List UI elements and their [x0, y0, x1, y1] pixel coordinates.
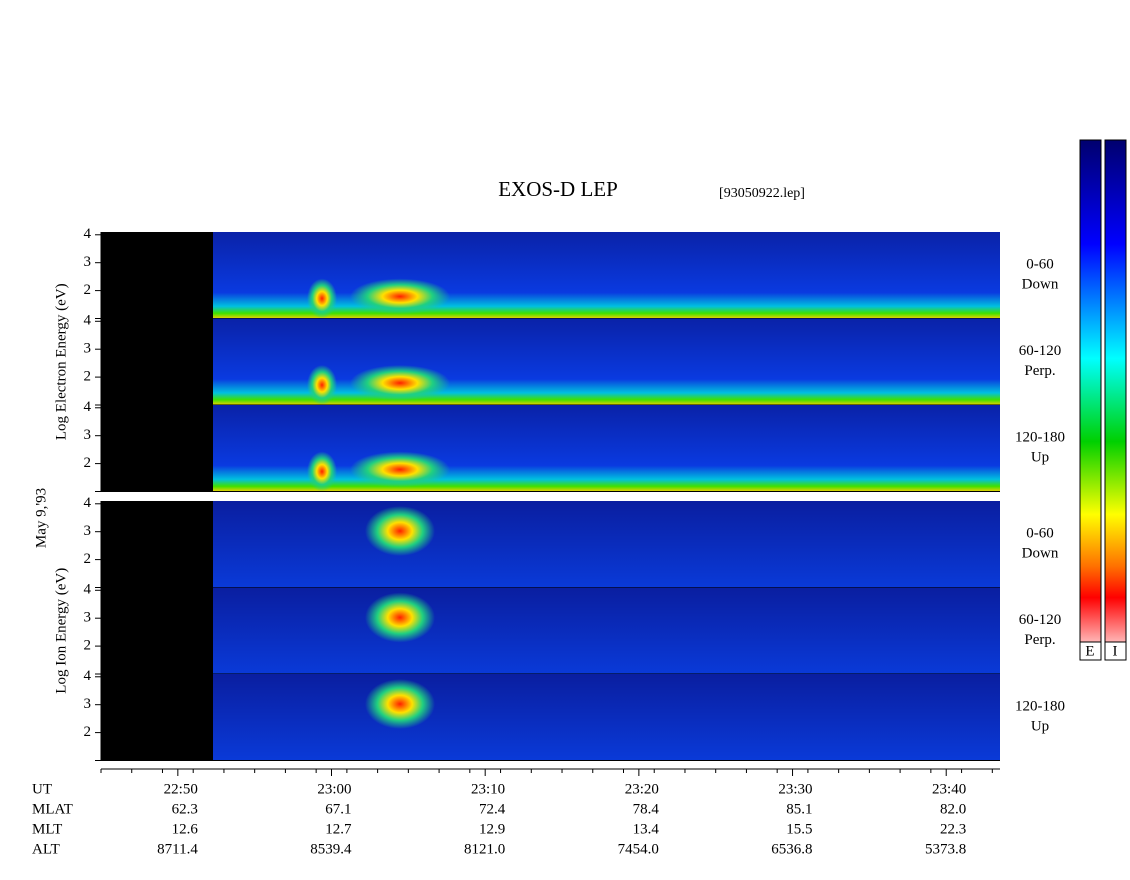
- panel-direction: Perp.: [1024, 632, 1055, 648]
- row-value: 12.7: [325, 821, 352, 837]
- y-tick-label: 2: [84, 282, 92, 298]
- row-value: 8539.4: [310, 841, 352, 857]
- y-tick-label: 4: [84, 399, 92, 415]
- spectrogram: [213, 587, 1000, 674]
- data-gap: [101, 318, 213, 405]
- x-tick-label: 22:50: [164, 781, 198, 797]
- y-tick-label: 2: [84, 724, 92, 740]
- spectrogram-feature: [350, 278, 450, 315]
- y-tick-label: 3: [84, 427, 92, 443]
- row-value: 13.4: [633, 821, 660, 837]
- spectrogram-feature: [307, 365, 337, 405]
- x-tick-label: 23:40: [932, 781, 966, 797]
- y-tick-label: 2: [84, 551, 92, 567]
- row-value: 5373.8: [925, 841, 966, 857]
- x-tick-label: 23:30: [778, 781, 812, 797]
- color-bar-box: [1079, 641, 1102, 661]
- spectrogram: [213, 405, 1000, 492]
- row-value: 12.6: [172, 821, 199, 837]
- panel-range: 0-60: [1026, 257, 1054, 273]
- panel-direction: Down: [1022, 277, 1059, 293]
- y-tick-label: 3: [84, 610, 92, 626]
- row-value: 22.3: [940, 821, 966, 837]
- y-axis-label: Log Ion Energy (eV): [53, 568, 69, 694]
- y-tick-label: 4: [84, 582, 92, 598]
- spectrogram-feature: [365, 679, 435, 729]
- spectrogram-feature: [307, 278, 337, 319]
- color-bar-box: [1104, 641, 1127, 661]
- row-label: MLT: [32, 821, 62, 837]
- y-tick-label: 2: [84, 369, 92, 385]
- panel-direction: Up: [1031, 450, 1049, 466]
- row-label: ALT: [32, 841, 60, 857]
- row-value: 6536.8: [771, 841, 812, 857]
- y-tick-label: 3: [84, 254, 92, 270]
- row-value: 85.1: [786, 801, 812, 817]
- row-label: UT: [32, 781, 52, 797]
- data-gap: [101, 232, 213, 319]
- spectrogram: [213, 674, 1000, 761]
- panel-direction: Perp.: [1024, 363, 1055, 379]
- y-tick-label: 4: [84, 226, 92, 242]
- row-value: 67.1: [325, 801, 351, 817]
- data-gap: [101, 405, 213, 492]
- panel-range: 60-120: [1019, 612, 1062, 628]
- date-label: May 9,'93: [33, 488, 49, 548]
- y-axis-label: Log Electron Energy (eV): [53, 283, 69, 440]
- row-value: 8121.0: [464, 841, 505, 857]
- spectrogram-feature: [350, 451, 450, 488]
- y-tick-label: 3: [84, 696, 92, 712]
- x-tick-label: 23:10: [471, 781, 505, 797]
- row-value: 15.5: [786, 821, 812, 837]
- y-tick-label: 3: [84, 341, 92, 357]
- spectrogram: [213, 318, 1000, 405]
- color-bar-label: E: [1085, 643, 1094, 659]
- data-gap: [101, 501, 213, 588]
- spectrogram-feature: [365, 592, 435, 643]
- spectrogram: [213, 232, 1000, 319]
- data-gap: [101, 674, 213, 761]
- color-bar: [1079, 139, 1102, 661]
- spectrogram-feature: [365, 506, 435, 556]
- data-gap: [101, 587, 213, 674]
- y-tick-label: 4: [84, 495, 92, 511]
- row-label: MLAT: [32, 801, 73, 817]
- x-tick-label: 23:20: [625, 781, 659, 797]
- panel-direction: Down: [1022, 546, 1059, 562]
- row-value: 7454.0: [618, 841, 659, 857]
- row-value: 62.3: [172, 801, 198, 817]
- row-value: 8711.4: [157, 841, 198, 857]
- row-value: 72.4: [479, 801, 506, 817]
- y-tick-label: 4: [84, 668, 92, 684]
- y-tick-label: 2: [84, 638, 92, 654]
- color-bar: [1104, 139, 1127, 661]
- panel-range: 0-60: [1026, 526, 1054, 542]
- file-name: [93050922.lep]: [719, 186, 805, 201]
- row-value: 78.4: [633, 801, 660, 817]
- row-value: 82.0: [940, 801, 966, 817]
- spectrogram: [213, 501, 1000, 588]
- y-tick-label: 3: [84, 523, 92, 539]
- row-value: 12.9: [479, 821, 505, 837]
- y-tick-label: 2: [84, 455, 92, 471]
- x-tick-label: 23:00: [317, 781, 351, 797]
- spectrogram-feature: [350, 365, 450, 401]
- panel-direction: Up: [1031, 719, 1049, 735]
- color-bar-label: I: [1113, 643, 1118, 659]
- spectrogram-feature: [307, 451, 337, 492]
- chart-title: EXOS-D LEP: [498, 177, 618, 201]
- y-tick-label: 4: [84, 313, 92, 329]
- panel-range: 120-180: [1015, 699, 1065, 715]
- panel-range: 60-120: [1019, 343, 1062, 359]
- panel-range: 120-180: [1015, 430, 1065, 446]
